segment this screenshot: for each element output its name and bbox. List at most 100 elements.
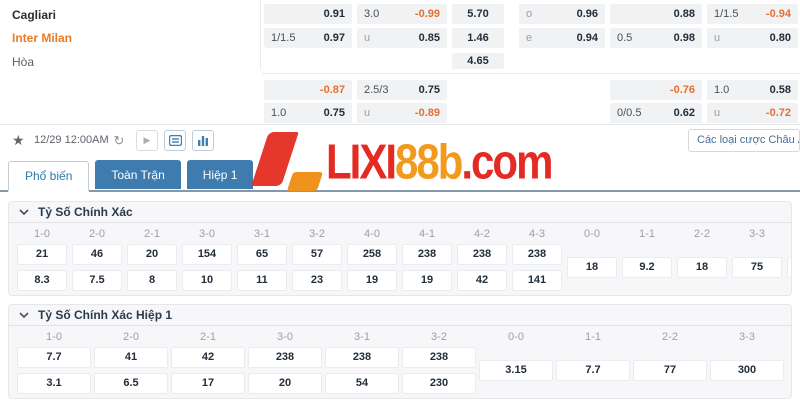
score-odds-home[interactable]: 21: [17, 244, 67, 265]
score-odds-away[interactable]: 23: [292, 270, 342, 291]
odds-cell-empty: [519, 103, 605, 123]
score-odds-away[interactable]: 42: [457, 270, 507, 291]
score-odds-home[interactable]: 238: [248, 347, 322, 368]
match-toolbar: ★ 12/29 12:00AM ↻ ▶ Các loại cược Châu Á…: [0, 124, 800, 156]
score-odds-away[interactable]: 17: [171, 373, 245, 394]
score-odds-home[interactable]: 238: [512, 244, 562, 265]
odds-label: u: [364, 107, 371, 119]
score-col-draw: 1-1 9.2: [622, 226, 672, 291]
score-odds-home[interactable]: 154: [182, 244, 232, 265]
score-odds-home[interactable]: 65: [237, 244, 287, 265]
score-odds-draw[interactable]: 300: [710, 360, 784, 381]
odds-cell-ou2-under[interactable]: u 0.80: [707, 28, 798, 48]
refresh-icon[interactable]: ↻: [113, 132, 125, 148]
score-odds-away[interactable]: 11: [237, 270, 287, 291]
score-col-clipped: [787, 226, 791, 291]
match-time: 12/29 12:00AM: [34, 134, 109, 146]
favorite-star-icon[interactable]: ★: [12, 132, 25, 148]
markets-content: Tỷ Số Chính Xác 1-0 21 8.3 2-0 46 7.5 2-1 20 8…: [0, 194, 800, 400]
score-header: 4-2: [474, 228, 490, 240]
odds-cell[interactable]: 1.0 0.58: [707, 80, 798, 100]
tab-popular[interactable]: Phổ biến: [8, 161, 90, 192]
score-header: 4-1: [419, 228, 435, 240]
score-odds-draw[interactable]: 9.2: [622, 257, 672, 278]
score-header: [787, 226, 791, 242]
score-odds-away[interactable]: 19: [347, 270, 397, 291]
score-col-draw: 3-3 75: [732, 226, 782, 291]
odds-cell[interactable]: -0.87: [264, 80, 352, 100]
score-odds-home[interactable]: 46: [72, 244, 122, 265]
score-odds-draw[interactable]: 77: [633, 360, 707, 381]
section-title: Tỷ Số Chính Xác: [38, 205, 133, 219]
odds-cell-1x2-home[interactable]: 5.70: [452, 4, 504, 24]
stats-chart-icon[interactable]: [192, 130, 214, 151]
score-odds-away[interactable]: 7.5: [72, 270, 122, 291]
odds-cell[interactable]: -0.76: [610, 80, 702, 100]
odds-value: -0.72: [765, 107, 791, 119]
asian-bets-button[interactable]: Các loại cược Châu Á kh: [688, 129, 800, 152]
score-odds-away[interactable]: 3.1: [17, 373, 91, 394]
odds-cell-ou-over[interactable]: 3.0 -0.99: [357, 4, 447, 24]
score-odds-home[interactable]: 238: [457, 244, 507, 265]
odds-cell-ou2-over[interactable]: 1/1.5 -0.94: [707, 4, 798, 24]
score-odds-home[interactable]: 41: [94, 347, 168, 368]
score-odds-away[interactable]: 20: [248, 373, 322, 394]
score-odds-away[interactable]: 10: [182, 270, 232, 291]
odds-cell-1x2-away[interactable]: 1.46: [452, 28, 504, 48]
score-odds-draw[interactable]: 3.15: [479, 360, 553, 381]
odds-cell-oddeven-even[interactable]: e 0.94: [519, 28, 605, 48]
score-odds-away[interactable]: 8: [127, 270, 177, 291]
odds-cell-oddeven-odd[interactable]: o 0.96: [519, 4, 605, 24]
score-odds-home[interactable]: 258: [347, 244, 397, 265]
score-odds-away[interactable]: 230: [402, 373, 476, 394]
score-odds-away[interactable]: 54: [325, 373, 399, 394]
odds-value: 0.98: [673, 32, 695, 44]
odds-cell-hdp-home[interactable]: 0.91: [264, 4, 352, 24]
odds-cell[interactable]: 2.5/3 0.75: [357, 80, 447, 100]
score-header: 2-1: [144, 228, 160, 240]
odds-cell-hdp2-away[interactable]: 0.5 0.98: [610, 28, 702, 48]
odds-cell-hdp-away[interactable]: 1/1.5 0.97: [264, 28, 352, 48]
score-header: 4-0: [364, 228, 380, 240]
section-header[interactable]: Tỷ Số Chính Xác: [9, 202, 791, 223]
score-odds-home[interactable]: 238: [402, 347, 476, 368]
score-odds-away[interactable]: 6.5: [94, 373, 168, 394]
score-header: 1-1: [585, 331, 601, 343]
score-odds-home[interactable]: 42: [171, 347, 245, 368]
score-odds-draw[interactable]: 75: [732, 257, 782, 278]
score-header: 3-0: [277, 331, 293, 343]
odds-cell[interactable]: 0/0.5 0.62: [610, 103, 702, 123]
score-odds-away[interactable]: 8.3: [17, 270, 67, 291]
odds-cell-empty: [452, 103, 504, 123]
score-odds-away[interactable]: 19: [402, 270, 452, 291]
score-col: 1-0 7.7 3.1: [17, 329, 91, 394]
score-odds-draw[interactable]: 18: [567, 257, 617, 278]
odds-label: 1.0: [271, 107, 287, 119]
score-col: 2-1 20 8: [127, 226, 177, 291]
odds-cell-hdp2-home[interactable]: 0.88: [610, 4, 702, 24]
home-team-name: Cagliari: [12, 8, 57, 22]
live-board-icon[interactable]: [164, 130, 186, 151]
odds-cell-ou-under[interactable]: u 0.85: [357, 28, 447, 48]
section-header[interactable]: Tỷ Số Chính Xác Hiệp 1: [9, 305, 791, 326]
odds-cell[interactable]: u -0.89: [357, 103, 447, 123]
score-odds-draw[interactable]: 7.7: [556, 360, 630, 381]
play-icon[interactable]: ▶: [136, 130, 158, 151]
tab-full-match[interactable]: Toàn Trận: [95, 160, 181, 189]
score-odds-away[interactable]: 141: [512, 270, 562, 291]
odds-cell-1x2-draw[interactable]: 4.65: [452, 53, 504, 69]
odds-cell[interactable]: 1.0 0.75: [264, 103, 352, 123]
score-odds-draw[interactable]: 18: [677, 257, 727, 278]
odds-row-secondary-1: -0.87 2.5/3 0.75 -0.76 1.0 0.58: [262, 80, 800, 100]
score-odds-home[interactable]: 57: [292, 244, 342, 265]
score-odds-home[interactable]: 238: [402, 244, 452, 265]
score-odds-home[interactable]: 238: [325, 347, 399, 368]
score-odds-home[interactable]: 20: [127, 244, 177, 265]
odds-cell[interactable]: u -0.72: [707, 103, 798, 123]
odds-label: e: [526, 32, 533, 44]
odds-value: 5.70: [467, 8, 489, 20]
score-odds-draw[interactable]: [787, 257, 791, 278]
tab-first-half[interactable]: Hiệp 1: [186, 160, 254, 189]
odds-row-home: 0.91 3.0 -0.99 5.70 o 0.96 0.88 1/1.5 -0.94: [262, 4, 800, 24]
score-odds-home[interactable]: 7.7: [17, 347, 91, 368]
